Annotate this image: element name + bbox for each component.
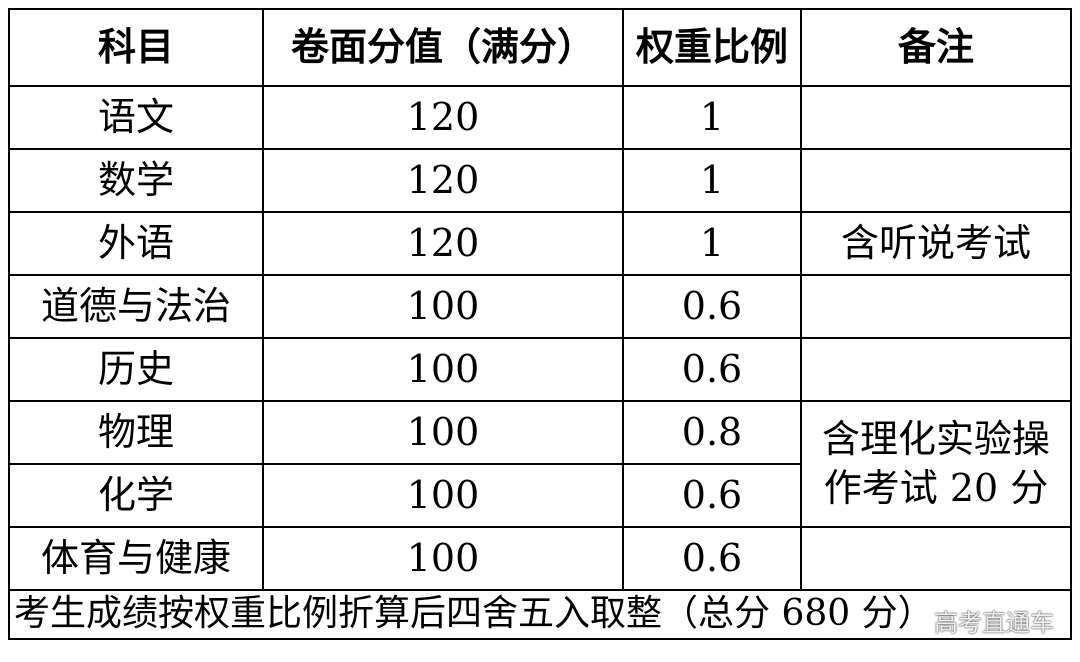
table-row: 体育与健康 100 0.6 (8, 526, 1072, 591)
watermark: 高考直通车 (934, 609, 1054, 637)
footer-note: 考生成绩按权重比例折算后四舍五入取整（总分 680 分） (8, 589, 1072, 640)
score-cell: 100 (262, 526, 624, 591)
score-cell: 120 (262, 148, 624, 213)
score-cell: 100 (262, 463, 624, 528)
weight-cell: 1 (622, 211, 802, 276)
subject-cell: 语文 (8, 85, 264, 150)
table-row: 物理 100 0.8 含理化实验操作考试 20 分 (8, 400, 1072, 528)
footer-row: 考生成绩按权重比例折算后四舍五入取整（总分 680 分） (8, 589, 1072, 640)
subject-cell: 数学 (8, 148, 264, 213)
score-cell: 100 (262, 274, 624, 339)
score-cell: 120 (262, 85, 624, 150)
weight-cell: 0.6 (622, 526, 802, 591)
score-cell: 120 (262, 211, 624, 276)
weight-cell: 1 (622, 148, 802, 213)
note-cell (800, 274, 1072, 339)
subject-cell: 道德与法治 (8, 274, 264, 339)
subject-cell: 历史 (8, 337, 264, 402)
subject-cell: 外语 (8, 211, 264, 276)
score-table: 科目 卷面分值（满分） 权重比例 备注 语文 120 1 数学 120 1 外语 120 1 含听说考试… (8, 8, 1072, 640)
subject-cell: 物理 (8, 400, 264, 465)
score-cell: 100 (262, 400, 624, 465)
subject-cell: 体育与健康 (8, 526, 264, 591)
note-cell (800, 148, 1072, 213)
header-cell: 备注 (800, 8, 1072, 87)
header-row: 科目 卷面分值（满分） 权重比例 备注 (8, 8, 1072, 87)
weight-cell: 0.6 (622, 463, 802, 528)
table-row: 语文 120 1 (8, 85, 1072, 150)
weight-cell: 0.8 (622, 400, 802, 465)
table-body: 语文 120 1 数学 120 1 外语 120 1 含听说考试 道德与法治 100 0.6 历史 100 0… (8, 85, 1072, 591)
header-cell: 科目 (8, 8, 264, 87)
note-cell (800, 337, 1072, 402)
table-row: 外语 120 1 含听说考试 (8, 211, 1072, 276)
header-cell: 权重比例 (622, 8, 802, 87)
subject-cell: 化学 (8, 463, 264, 528)
table-row: 数学 120 1 (8, 148, 1072, 213)
note-cell: 含听说考试 (800, 211, 1072, 276)
weight-cell: 0.6 (622, 337, 802, 402)
table-row: 道德与法治 100 0.6 (8, 274, 1072, 339)
header-cell: 卷面分值（满分） (262, 8, 624, 87)
score-cell: 100 (262, 337, 624, 402)
note-cell (800, 85, 1072, 150)
note-cell: 含理化实验操作考试 20 分 (800, 400, 1072, 528)
weight-cell: 0.6 (622, 274, 802, 339)
weight-cell: 1 (622, 85, 802, 150)
note-cell (800, 526, 1072, 591)
table-row: 历史 100 0.6 (8, 337, 1072, 402)
table-row: 化学 100 0.6 (8, 463, 1071, 528)
